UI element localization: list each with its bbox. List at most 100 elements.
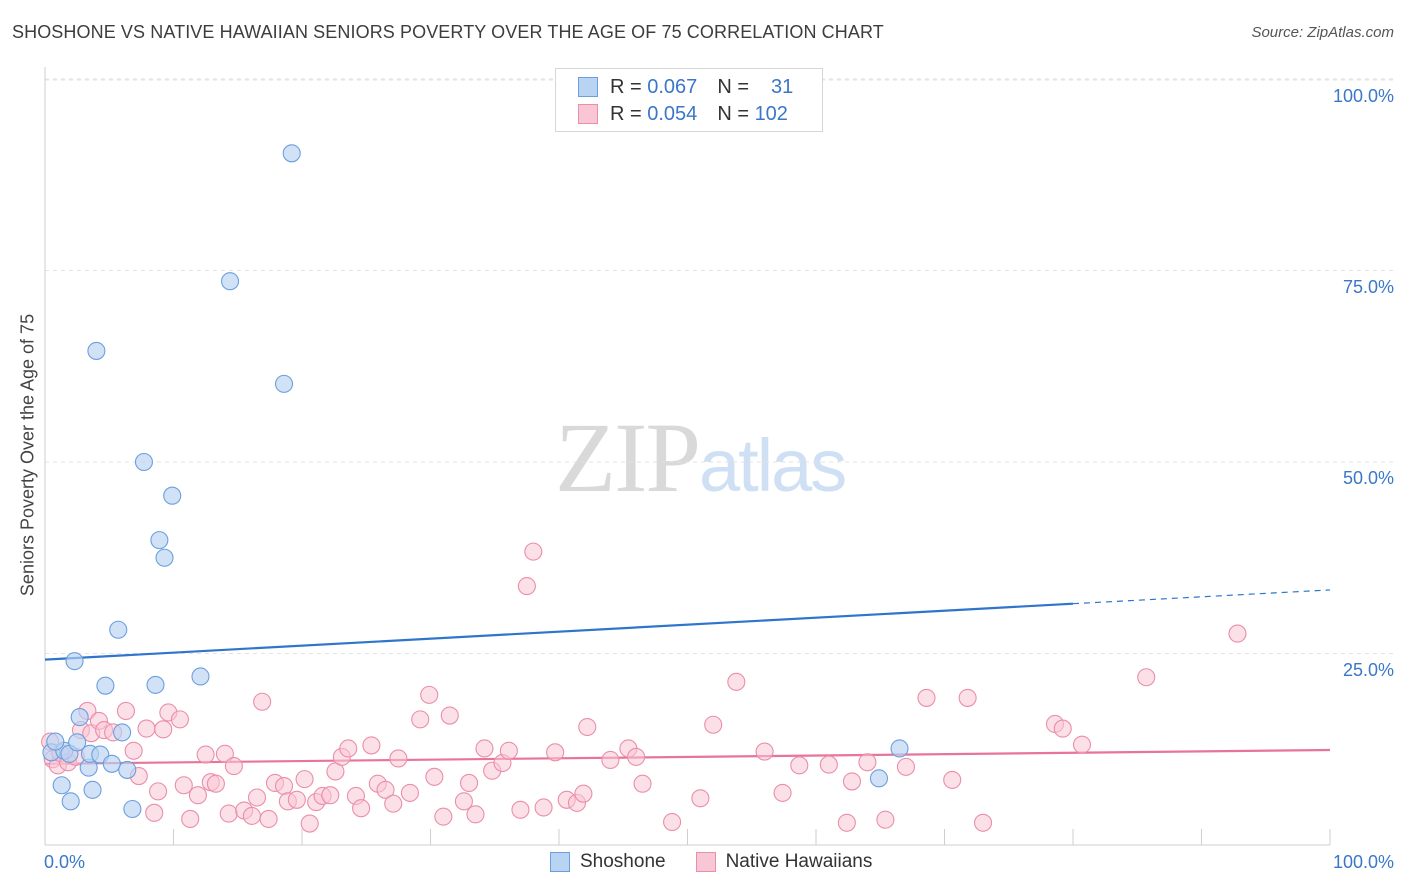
hawaiian-point — [137, 719, 156, 738]
hawaiian-point — [215, 744, 234, 763]
hawaiian-point — [917, 688, 936, 707]
legend-item-shoshone[interactable]: Shoshone — [550, 851, 666, 873]
shoshone-point — [70, 708, 89, 727]
n-label: N = — [717, 102, 749, 125]
r-value: 0.054 — [647, 102, 698, 125]
hawaiian-point — [411, 710, 430, 729]
y-tick-label: 25.0% — [1342, 660, 1394, 680]
shoshone-point — [83, 780, 102, 799]
trend-lines — [44, 589, 1331, 765]
hawaiian-point — [1053, 719, 1072, 738]
hawaiian-trend-line — [44, 748, 1331, 765]
r-label: R = — [610, 75, 642, 98]
hawaiian-point — [1072, 735, 1092, 754]
hawaiian-point — [321, 786, 340, 805]
shoshone-swatch — [550, 852, 570, 872]
hawaiian-point — [790, 756, 809, 775]
watermark: ZIPatlas — [555, 400, 847, 515]
hawaiian-point — [400, 783, 419, 802]
shoshone-point — [890, 739, 909, 758]
shoshone-point — [113, 723, 132, 742]
hawaiian-point — [247, 788, 267, 807]
hawaiian-point — [170, 710, 189, 729]
shoshone-point — [96, 676, 115, 695]
hawaiian-point — [773, 783, 792, 802]
hawaiian-point — [973, 813, 993, 832]
shoshone-trend-line — [44, 602, 1074, 661]
hawaiian-point — [1137, 668, 1156, 687]
shoshone-point — [134, 452, 153, 472]
hawaiian-swatch — [578, 104, 598, 124]
shoshone-point — [46, 732, 65, 751]
stats-row-shoshone: R = 0.067 N = 31 — [578, 74, 793, 100]
hawaiian-point — [440, 706, 459, 725]
hawaiian-point — [459, 773, 479, 793]
shoshone-point — [869, 769, 889, 788]
source-label: Source: ZipAtlas.com — [1251, 24, 1394, 41]
hawaiian-point — [242, 806, 261, 825]
hawaiian-point — [154, 720, 173, 739]
stats-row-hawaiian: R = 0.054 N = 102 — [578, 101, 788, 127]
r-value: 0.067 — [647, 75, 698, 98]
watermark-atlas: atlas — [699, 424, 847, 507]
hawaiian-point — [466, 805, 485, 824]
hawaiian-point — [511, 800, 530, 819]
hawaiian-point — [352, 799, 371, 818]
hawaiian-point — [578, 717, 597, 737]
hawaiian-point — [546, 743, 565, 762]
hawaiian-point — [188, 786, 207, 805]
chart-title: SHOSHONE VS NATIVE HAWAIIAN SENIORS POVE… — [12, 22, 884, 42]
hawaiian-point — [420, 685, 439, 704]
hawaiian-point — [704, 715, 723, 734]
shoshone-swatch — [578, 77, 598, 97]
shoshone-trend-extension — [1072, 589, 1331, 605]
hawaiian-point — [819, 755, 838, 774]
hawaiian-point — [116, 701, 136, 721]
shoshone-point — [102, 754, 121, 773]
hawaiian-point — [219, 804, 238, 823]
n-value: 31 — [771, 75, 794, 98]
native-hawaiian-points — [41, 542, 1247, 833]
x-tick-label: 100.0% — [1332, 852, 1394, 872]
legend-item-hawaiian[interactable]: Native Hawaiians — [695, 851, 873, 873]
shoshone-point — [150, 531, 169, 550]
hawaiian-point — [124, 741, 143, 760]
hawaiian-point — [499, 741, 518, 760]
hawaiian-point — [574, 784, 593, 803]
hawaiian-point — [475, 739, 494, 758]
hawaiian-point — [517, 577, 536, 596]
hawaiian-point — [425, 767, 444, 786]
hawaiian-point — [174, 776, 193, 795]
legend-label: Native Hawaiians — [725, 851, 873, 872]
hawaiian-point — [876, 810, 895, 829]
hawaiian-point — [253, 692, 272, 711]
shoshone-point — [163, 486, 182, 505]
hawaiian-point — [259, 809, 278, 829]
y-tick-label: 100.0% — [1332, 86, 1394, 106]
shoshone-point — [52, 776, 71, 795]
hawaiian-point — [339, 739, 358, 758]
shoshone-point — [61, 792, 80, 811]
hawaiian-point — [663, 812, 682, 832]
shoshone-point — [191, 667, 210, 686]
hawaiian-point — [755, 742, 774, 761]
y-tick-label: 50.0% — [1342, 468, 1394, 488]
n-value: 102 — [754, 102, 788, 125]
axes — [44, 67, 1331, 846]
hawaiian-point — [196, 745, 215, 764]
hawaiian-point — [145, 803, 164, 822]
hawaiian-point — [287, 790, 306, 809]
shoshone-point — [146, 675, 165, 694]
stats-legend: R = 0.067 N = 31 R = 0.054 N = 102 — [555, 68, 823, 132]
watermark-zip: ZIP — [555, 402, 701, 513]
shoshone-point — [65, 652, 84, 671]
hawaiian-point — [727, 672, 746, 691]
hawaiian-point — [842, 772, 862, 791]
series-legend: Shoshone Native Hawaiians — [550, 851, 902, 873]
shoshone-point — [87, 341, 106, 360]
hawaiian-point — [837, 813, 856, 832]
x-tick-label: 0.0% — [44, 852, 86, 872]
hawaiian-point — [1228, 624, 1247, 643]
hawaiian-point — [274, 776, 294, 796]
